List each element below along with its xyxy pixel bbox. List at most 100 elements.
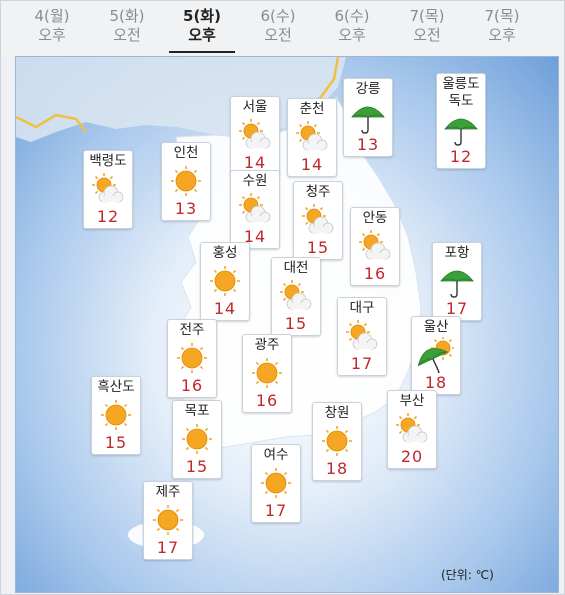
city-name: 춘천 bbox=[299, 101, 325, 117]
city-card[interactable]: 울산 18 bbox=[411, 316, 461, 395]
city-temp: 18 bbox=[424, 373, 448, 392]
city-name: 포항 bbox=[444, 245, 470, 261]
city-card[interactable]: 전주 16 bbox=[167, 319, 217, 398]
city-temp: 14 bbox=[243, 227, 267, 246]
unit-label: (단위: ℃) bbox=[441, 568, 494, 582]
city-card[interactable]: 부산 20 bbox=[387, 390, 437, 469]
umbrella-icon bbox=[433, 263, 481, 299]
umbrella-sun-icon bbox=[412, 337, 460, 373]
city-card[interactable]: 백령도 12 bbox=[83, 150, 133, 229]
sunny-icon bbox=[252, 465, 300, 501]
city-card[interactable]: 청주 15 bbox=[293, 181, 343, 260]
city-card[interactable]: 강릉 13 bbox=[343, 78, 393, 157]
city-card[interactable]: 광주 16 bbox=[242, 334, 292, 413]
city-name: 수원 bbox=[242, 173, 268, 189]
city-name: 서울 bbox=[242, 99, 268, 115]
tab-day: 5(화) bbox=[183, 7, 221, 25]
tab-day: 4(월) bbox=[34, 7, 70, 25]
city-name: 목포 bbox=[184, 403, 210, 419]
city-temp: 16 bbox=[363, 264, 387, 283]
city-name: 울릉도 독도 bbox=[442, 76, 480, 109]
city-card[interactable]: 목포 15 bbox=[172, 400, 222, 479]
city-card[interactable]: 포항 17 bbox=[432, 242, 482, 321]
partly-cloudy-icon bbox=[294, 202, 342, 238]
city-name: 홍성 bbox=[212, 245, 238, 261]
tab-4[interactable]: 6(수) 오후 bbox=[315, 7, 389, 51]
city-card[interactable]: 창원 18 bbox=[312, 402, 362, 481]
city-temp: 17 bbox=[156, 538, 180, 557]
city-temp: 14 bbox=[243, 153, 267, 172]
city-name: 울산 bbox=[423, 319, 449, 335]
sunny-icon bbox=[168, 340, 216, 376]
city-temp: 18 bbox=[325, 459, 349, 478]
sunny-icon bbox=[162, 163, 210, 199]
tab-day: 6(수) bbox=[260, 7, 296, 25]
sunny-icon bbox=[243, 355, 291, 391]
city-name: 제주 bbox=[155, 484, 181, 500]
tab-period: 오후 bbox=[338, 26, 366, 44]
city-temp: 15 bbox=[306, 238, 330, 257]
tab-day: 5(화) bbox=[109, 7, 145, 25]
city-card[interactable]: 제주 17 bbox=[143, 481, 193, 560]
tab-period: 오전 bbox=[413, 26, 441, 44]
tab-6[interactable]: 7(목) 오후 bbox=[465, 7, 539, 51]
city-name: 전주 bbox=[179, 322, 205, 338]
tab-5[interactable]: 7(목) 오전 bbox=[390, 7, 464, 51]
city-name: 부산 bbox=[399, 393, 425, 409]
partly-cloudy-icon bbox=[84, 171, 132, 207]
city-card[interactable]: 춘천 14 bbox=[287, 98, 337, 177]
city-card[interactable]: 여수 17 bbox=[251, 444, 301, 523]
city-name: 백령도 bbox=[89, 153, 127, 169]
partly-cloudy-icon bbox=[231, 117, 279, 153]
partly-cloudy-icon bbox=[288, 119, 336, 155]
city-temp: 14 bbox=[213, 299, 237, 318]
city-temp: 15 bbox=[104, 433, 128, 452]
city-card[interactable]: 인천 13 bbox=[161, 142, 211, 221]
city-temp: 17 bbox=[264, 501, 288, 520]
city-name: 청주 bbox=[305, 184, 331, 200]
city-temp: 20 bbox=[400, 447, 424, 466]
tab-period: 오후 bbox=[188, 26, 216, 44]
partly-cloudy-icon bbox=[351, 228, 399, 264]
city-name: 여수 bbox=[263, 447, 289, 463]
partly-cloudy-icon bbox=[272, 278, 320, 314]
tab-day: 6(수) bbox=[334, 7, 370, 25]
partly-cloudy-icon bbox=[388, 411, 436, 447]
city-card[interactable]: 수원 14 bbox=[230, 170, 280, 249]
city-temp: 15 bbox=[185, 457, 209, 476]
city-temp: 16 bbox=[180, 376, 204, 395]
sunny-icon bbox=[144, 502, 192, 538]
city-name: 안동 bbox=[362, 210, 388, 226]
tab-day: 7(목) bbox=[484, 7, 520, 25]
city-card[interactable]: 울릉도 독도 12 bbox=[436, 73, 486, 169]
city-name: 대전 bbox=[283, 260, 309, 276]
sunny-icon bbox=[313, 423, 361, 459]
city-temp: 15 bbox=[284, 314, 308, 333]
umbrella-icon bbox=[437, 111, 485, 147]
partly-cloudy-icon bbox=[338, 318, 386, 354]
city-temp: 16 bbox=[255, 391, 279, 410]
tab-day: 7(목) bbox=[409, 7, 445, 25]
city-card[interactable]: 안동 16 bbox=[350, 207, 400, 286]
tab-3[interactable]: 6(수) 오전 bbox=[241, 7, 315, 51]
tab-1[interactable]: 5(화) 오전 bbox=[90, 7, 164, 51]
tab-2[interactable]: 5(화) 오후 bbox=[165, 7, 239, 53]
city-card[interactable]: 홍성 14 bbox=[200, 242, 250, 321]
tab-0[interactable]: 4(월) 오후 bbox=[15, 7, 89, 51]
city-card[interactable]: 대전 15 bbox=[271, 257, 321, 336]
city-card[interactable]: 흑산도 15 bbox=[91, 376, 141, 455]
city-name: 인천 bbox=[173, 145, 199, 161]
city-name: 대구 bbox=[349, 300, 375, 316]
city-name: 광주 bbox=[254, 337, 280, 353]
city-temp: 14 bbox=[300, 155, 324, 174]
city-card[interactable]: 대구 17 bbox=[337, 297, 387, 376]
tab-period: 오전 bbox=[113, 26, 141, 44]
city-temp: 13 bbox=[356, 135, 380, 154]
city-temp: 17 bbox=[350, 354, 374, 373]
city-temp: 17 bbox=[445, 299, 469, 318]
city-card[interactable]: 서울 14 bbox=[230, 96, 280, 175]
partly-cloudy-icon bbox=[231, 191, 279, 227]
tab-period: 오전 bbox=[264, 26, 292, 44]
city-name: 흑산도 bbox=[97, 379, 135, 395]
